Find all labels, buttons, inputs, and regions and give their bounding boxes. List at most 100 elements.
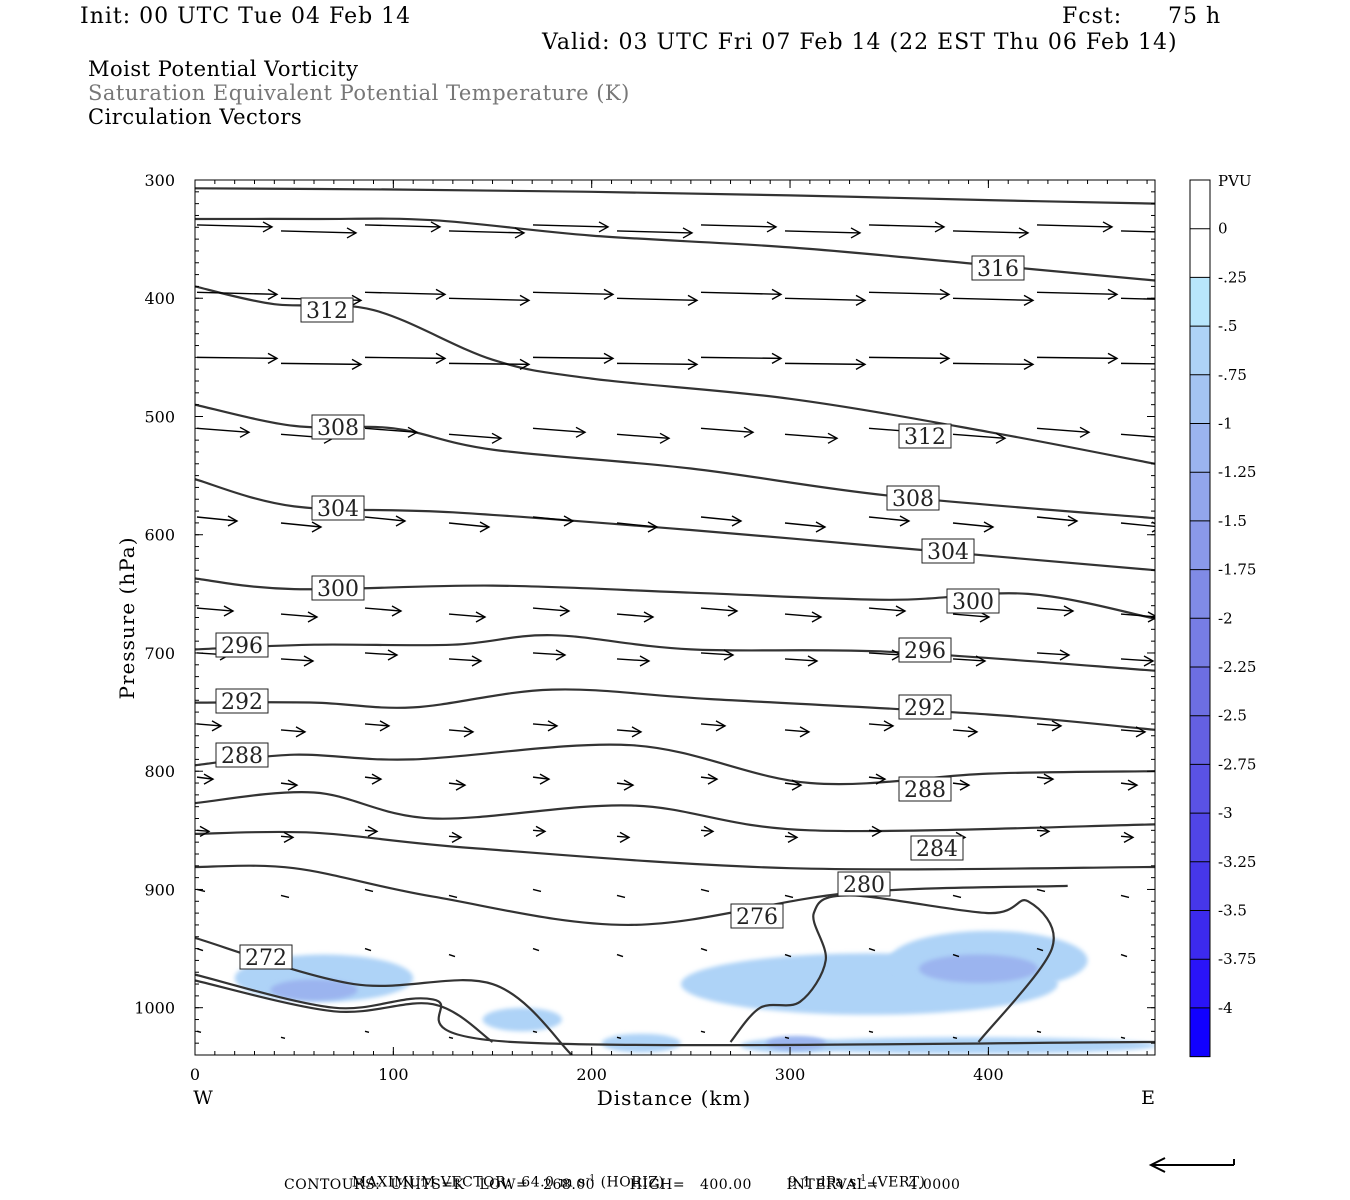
max-vert-line: 9.1 dPa s-1 (VERT): [778, 1158, 925, 1191]
circulation-vector: [784, 1036, 790, 1040]
circulation-vector: [868, 352, 951, 364]
colorbar-tick-label: -1.75: [1218, 561, 1256, 579]
isentrope-line-10: [195, 830, 1155, 871]
circulation-vector: [952, 655, 987, 667]
circulation-vector: [868, 947, 876, 952]
y-tick-label: 700: [144, 644, 175, 663]
isentrope-line-5: [195, 577, 1155, 620]
circulation-vector: [364, 649, 399, 661]
contour-label: 296: [215, 632, 269, 659]
circulation-vector: [784, 831, 799, 843]
circulation-vector: [868, 825, 883, 837]
colorbar-swatch: [1190, 423, 1210, 473]
circulation-vector: [532, 888, 542, 893]
isentrope-line-0: [195, 187, 1155, 205]
circulation-vector: [616, 831, 631, 843]
y-tick-label: 500: [144, 407, 175, 426]
circulation-vector: [196, 426, 251, 438]
circulation-vector: [532, 515, 575, 527]
circulation-vector: [616, 521, 659, 533]
svg-text:308: 308: [317, 416, 359, 441]
svg-text:288: 288: [221, 744, 263, 769]
circulation-vector: [448, 227, 526, 239]
colorbar-tick-label: -.5: [1218, 317, 1237, 335]
circulation-vector: [448, 655, 483, 667]
svg-text:300: 300: [317, 577, 359, 602]
circulation-vector: [1036, 515, 1079, 527]
circulation-vector: [1120, 831, 1135, 843]
circulation-vector: [616, 953, 624, 958]
x-tick-label: 300: [775, 1065, 806, 1084]
contour-label: 272: [239, 944, 293, 971]
circulation-vector: [1036, 1030, 1042, 1034]
colorbar-tick-label: -1: [1218, 415, 1233, 433]
isentrope-line-14: [195, 979, 494, 1043]
circulation-vector: [616, 358, 699, 370]
circulation-vector: [784, 358, 867, 370]
isentrope-line-4: [195, 478, 1155, 572]
contour-label: 292: [898, 694, 952, 721]
east-label: E: [1141, 1087, 1155, 1109]
circulation-vector: [532, 649, 567, 661]
svg-text:300: 300: [952, 590, 994, 615]
colorbar-tick-label: -3.25: [1218, 853, 1256, 871]
circulation-vector: [1036, 773, 1055, 785]
circulation-vector: [616, 432, 671, 444]
colorbar-swatch: [1190, 715, 1210, 765]
x-tick-label: 0: [190, 1065, 200, 1084]
circulation-vector: [448, 779, 467, 791]
pv-shade-1-0: [270, 979, 358, 1001]
circulation-vector: [1036, 221, 1114, 233]
contour-label: 284: [910, 835, 964, 862]
circulation-vector: [1036, 888, 1046, 893]
circulation-vector: [868, 1030, 874, 1034]
isentrope-line-8: [195, 743, 1155, 786]
circulation-vector: [364, 288, 447, 300]
circulation-vector: [784, 294, 867, 306]
colorbar-swatch: [1190, 813, 1210, 863]
colorbar-tick-label: -2.5: [1218, 707, 1247, 725]
circulation-vector: [952, 953, 960, 958]
circulation-vector: [1120, 230, 1155, 233]
circulation-vector: [364, 888, 374, 893]
circulation-vector: [700, 605, 739, 617]
contour-label: 308: [311, 414, 365, 441]
reference-vector-arrow: [1148, 1157, 1235, 1173]
pv-shade-1-2: [766, 1036, 826, 1051]
x-axis-label: Distance (km): [597, 1086, 752, 1110]
circulation-vector: [448, 1036, 454, 1040]
circulation-vector: [448, 953, 456, 958]
circulation-vector: [700, 888, 710, 893]
circulation-vector: [448, 726, 475, 738]
contour-label: 292: [215, 688, 269, 715]
circulation-vector: [868, 605, 907, 617]
circulation-vector: [196, 773, 215, 785]
circulation-vector: [1120, 611, 1155, 623]
circulation-vector: [784, 521, 827, 533]
colorbar: PVU 0 -.25 -.5 -.75 -1 -1.25 -1.5 -1.75 -2 -2.25 -2…: [1189, 172, 1256, 1058]
circulation-vector: [952, 611, 991, 623]
circulation-vector: [700, 825, 715, 837]
circulation-vector: [1120, 433, 1155, 438]
colorbar-tick-label: -3.75: [1218, 950, 1256, 968]
svg-text:276: 276: [736, 905, 778, 930]
valid-time: Valid: 03 UTC Fri 07 Feb 14 (22 EST Thu …: [542, 30, 1178, 55]
circulation-vector: [952, 358, 1035, 370]
max-vector-line: MAXIMUM VECTOR: 64.0 m s-1 (HORIZ): [342, 1158, 665, 1191]
circulation-vector: [448, 831, 463, 843]
west-label: W: [193, 1087, 213, 1109]
init-time: Init: 00 UTC Tue 04 Feb 14: [80, 4, 412, 29]
x-tick-label: 200: [576, 1065, 607, 1084]
circulation-vector: [532, 288, 615, 300]
circulation-vector: [364, 773, 383, 785]
colorbar-swatch: [1190, 1007, 1210, 1058]
circulation-vector: [784, 611, 823, 623]
circulation-vector: [364, 426, 419, 438]
circulation-vector: [1036, 825, 1051, 837]
circulation-vector: [364, 947, 372, 952]
y-tick-label: 600: [144, 526, 175, 545]
colorbar-tick-label: -.75: [1218, 366, 1247, 384]
colorbar-swatch: [1190, 861, 1210, 911]
circulation-vector: [616, 1036, 622, 1040]
circulation-vector: [364, 825, 379, 837]
